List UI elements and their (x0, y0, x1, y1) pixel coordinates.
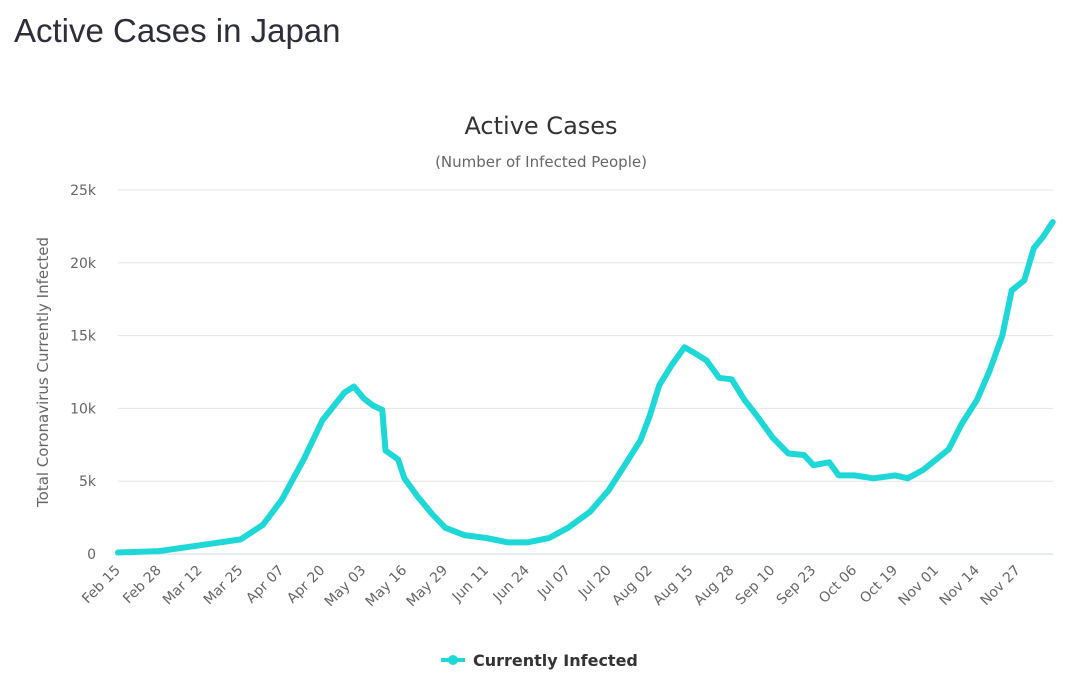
y-tick-label: 20k (70, 256, 97, 272)
y-axis-label: Total Coronavirus Currently Infected (34, 237, 52, 508)
x-tick-label: Nov 14 (937, 562, 983, 608)
y-tick-label: 0 (87, 547, 96, 563)
y-tick-label: 5k (79, 474, 97, 490)
x-tick-label: May 16 (363, 562, 411, 610)
legend-item-currently-infected[interactable]: Currently Infected (441, 651, 638, 670)
x-tick-label: Mar 12 (160, 563, 206, 609)
series-line-currently-infected (115, 219, 1056, 556)
x-tick-label: Jun 11 (449, 563, 492, 606)
legend-label: Currently Infected (473, 651, 638, 670)
x-tick-label: Mar 25 (201, 563, 247, 609)
x-tick-label: Sep 23 (774, 563, 820, 609)
x-tick-label: Aug 15 (650, 563, 696, 609)
legend-marker (448, 655, 458, 665)
y-tick-label: 15k (70, 329, 97, 345)
x-tick-label: Feb 15 (79, 563, 124, 608)
y-tick-label: 25k (70, 183, 97, 199)
chart-title: Active Cases (464, 112, 617, 140)
x-tick-label: Nov 01 (896, 563, 942, 609)
x-tick-label: May 03 (322, 563, 370, 611)
x-tick-label: Oct 06 (816, 562, 860, 606)
x-tick-label: Oct 19 (857, 563, 901, 607)
x-tick-label: Sep 10 (733, 563, 779, 609)
x-tick-label: May 29 (404, 563, 452, 611)
x-tick-label: Jul 20 (575, 563, 615, 603)
x-tick-label: Aug 02 (609, 563, 655, 609)
x-tick-label: Nov 27 (977, 563, 1023, 609)
x-tick-label: Aug 28 (691, 563, 737, 609)
x-tick-label: Jun 24 (490, 562, 533, 605)
x-tick-label: Feb 28 (120, 563, 165, 608)
x-tick-label: Apr 07 (243, 563, 287, 607)
page-title: Active Cases in Japan (14, 12, 341, 49)
y-tick-label: 10k (70, 401, 97, 417)
x-tick-label: Jul 07 (534, 563, 574, 603)
chart-subtitle: (Number of Infected People) (435, 153, 647, 171)
